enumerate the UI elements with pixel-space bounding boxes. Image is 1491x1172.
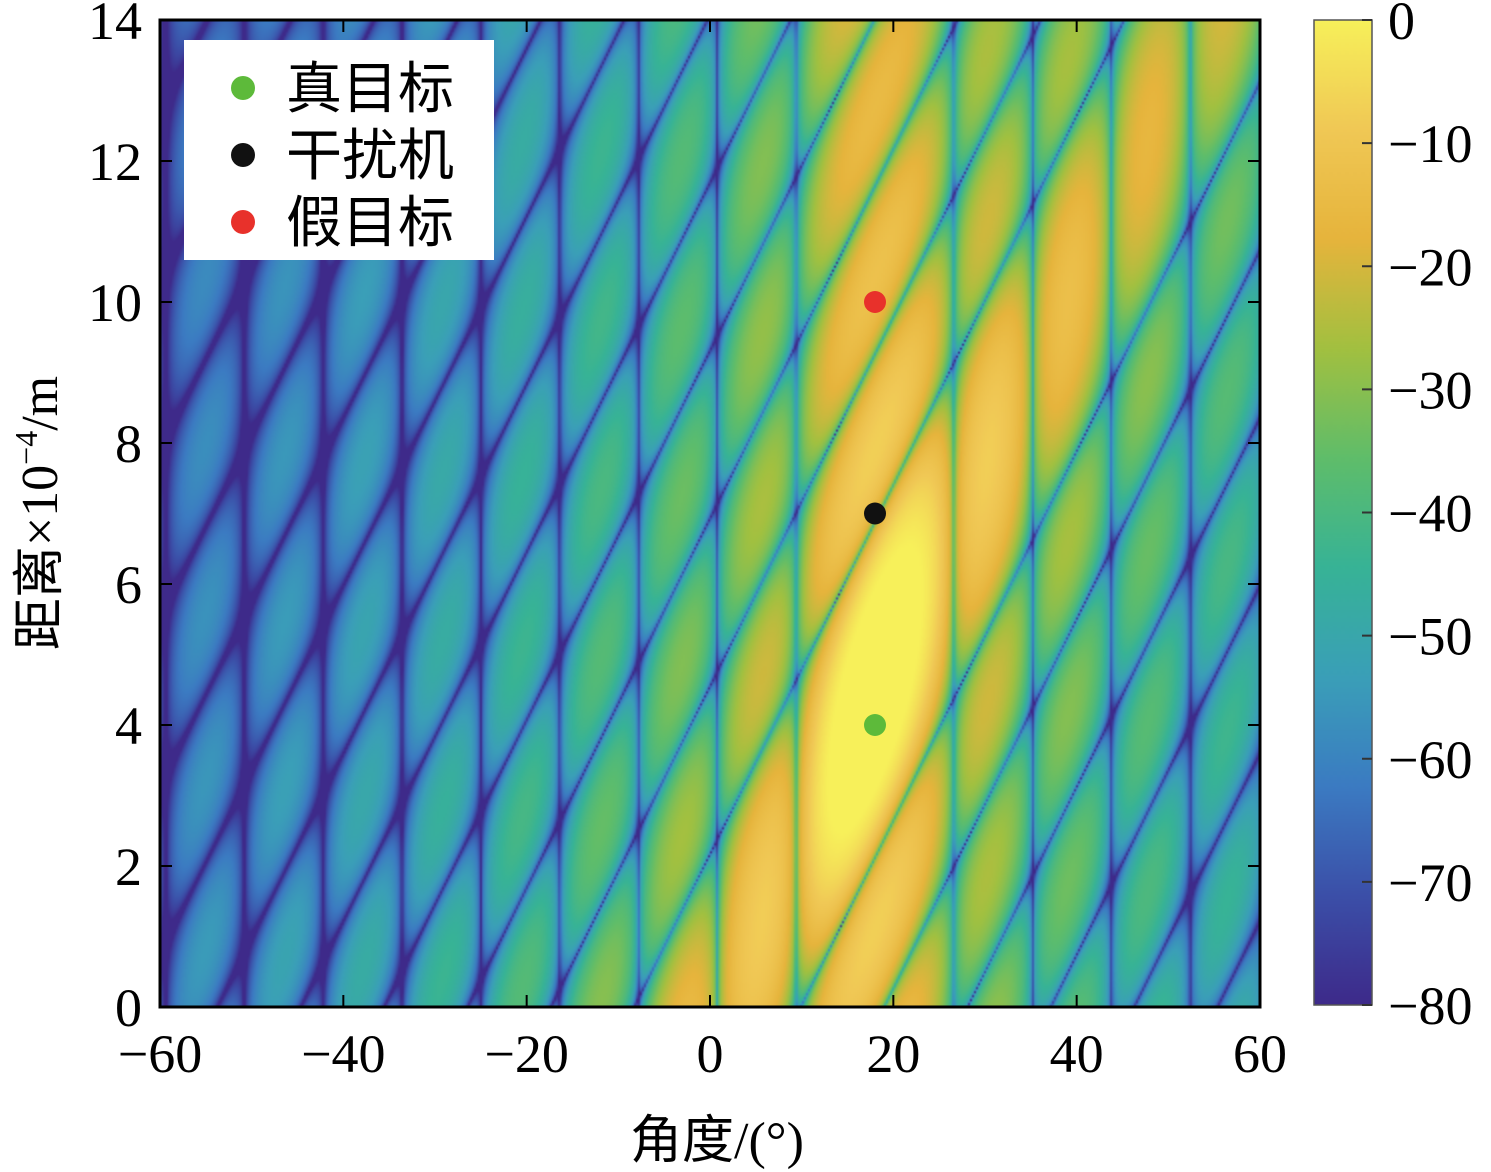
y-tick-label: 6: [115, 555, 142, 615]
legend-label-false-target: 假目标: [286, 193, 454, 255]
y-axis-label-prefix: 距离×10: [12, 465, 69, 650]
y-tick-label: 14: [88, 0, 142, 51]
x-tick-label: 0: [697, 1024, 724, 1084]
legend-marker-true-target: [231, 76, 255, 100]
colorbar-tick-label: −20: [1388, 237, 1472, 297]
y-tick-label: 12: [88, 132, 142, 192]
colorbar-tick-label: −10: [1388, 114, 1472, 174]
y-axis-label-exponent: −4: [8, 431, 44, 465]
legend-entry-true-target: 真目标: [231, 59, 454, 121]
legend-label-true-target: 真目标: [286, 59, 454, 121]
x-tick-label: −60: [118, 1024, 202, 1084]
scatter-points: [864, 291, 886, 736]
colorbar-tick-label: −60: [1388, 730, 1472, 790]
x-tick-label: 60: [1233, 1024, 1287, 1084]
legend-label-jammer: 干扰机: [286, 126, 454, 188]
x-tick-label: 20: [866, 1024, 920, 1084]
x-tick-label: 40: [1050, 1024, 1104, 1084]
y-tick-label: 0: [115, 978, 142, 1038]
false-target-point: [864, 291, 886, 313]
x-tick-label: −20: [484, 1024, 568, 1084]
jammer-point: [864, 502, 886, 525]
colorbar-ticks: 0 −10 −20 −30 −40 −50 −60 −70 −80: [1362, 0, 1472, 1036]
y-tick-label: 10: [88, 273, 142, 333]
legend-entry-jammer: 干扰机: [231, 126, 454, 188]
y-tick-label: 8: [115, 414, 142, 474]
colorbar-tick-label: −70: [1388, 853, 1472, 913]
x-axis-label: 角度/(°): [630, 1113, 804, 1170]
colorbar-tick-label: −50: [1388, 607, 1472, 667]
x-axis-ticks: −60 −40 −20 0 20 40 60: [118, 20, 1287, 1084]
legend-marker-false-target: [231, 210, 255, 234]
y-axis-label: 距离×10−4/m: [8, 376, 69, 650]
legend: 真目标 干扰机 假目标: [184, 40, 494, 260]
colorbar-tick-label: −80: [1388, 976, 1472, 1036]
x-tick-label: −40: [301, 1024, 385, 1084]
y-axis-label-unit: /m: [12, 376, 69, 431]
true-target-point: [864, 714, 886, 736]
colorbar-tick-label: −40: [1388, 484, 1472, 544]
colorbar-tick-label: 0: [1388, 0, 1415, 51]
y-tick-label: 4: [115, 696, 142, 756]
y-tick-label: 2: [115, 837, 142, 897]
legend-marker-jammer: [231, 143, 255, 167]
y-axis-ticks: 0 2 4 6 8 10 12 14: [88, 0, 1260, 1038]
legend-entry-false-target: 假目标: [231, 193, 454, 255]
colorbar-tick-label: −30: [1388, 360, 1472, 420]
